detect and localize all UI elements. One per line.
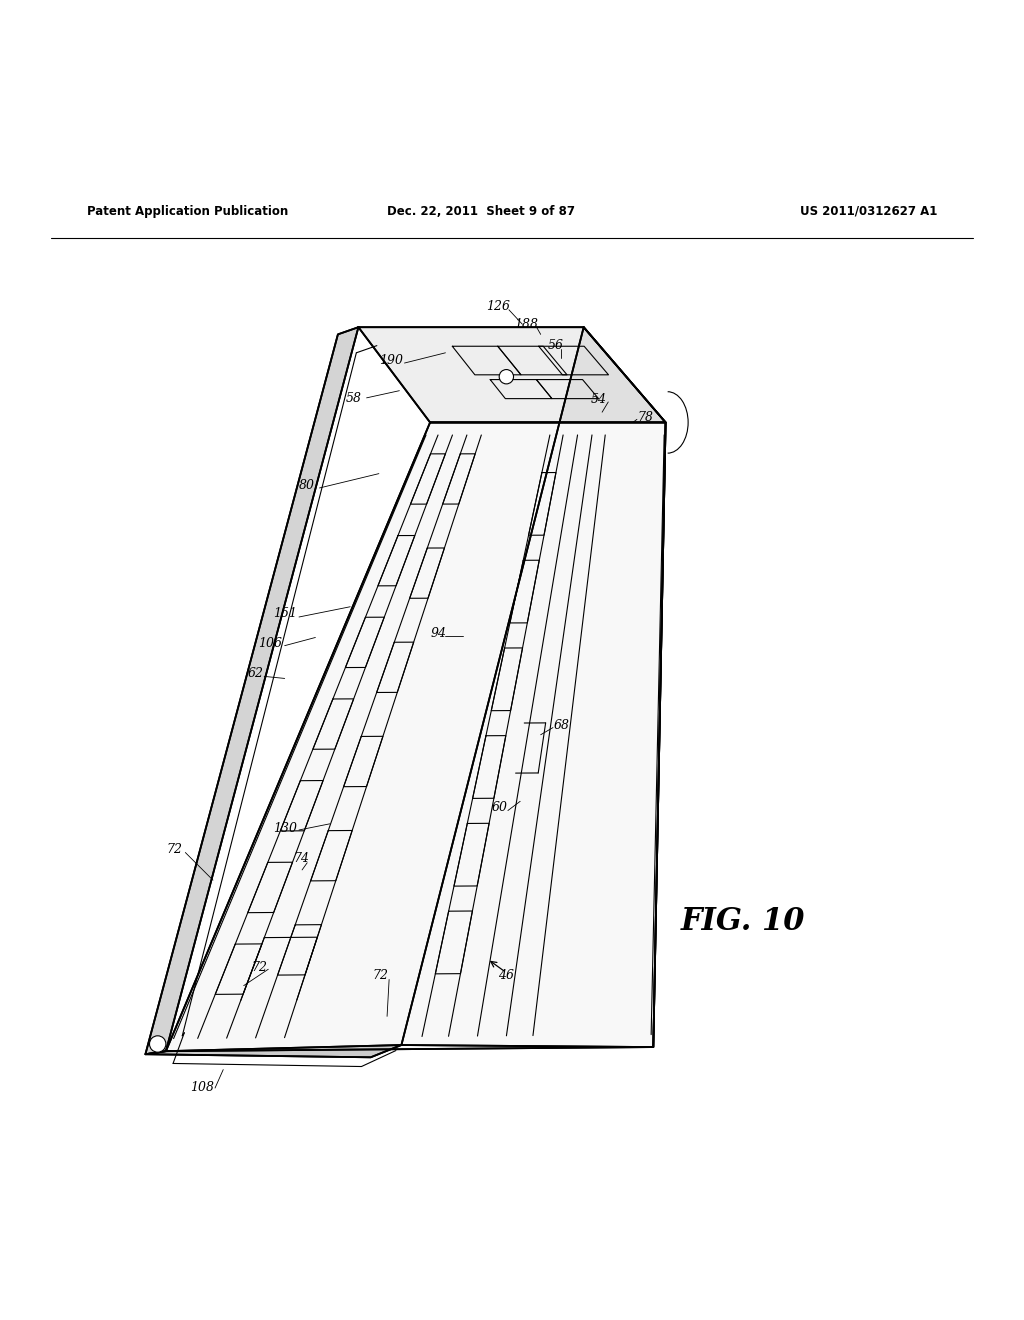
Text: 78: 78 — [637, 411, 653, 424]
Text: 188: 188 — [514, 318, 539, 330]
Text: 72: 72 — [251, 961, 267, 974]
Text: 74: 74 — [293, 853, 309, 865]
Text: 60: 60 — [492, 801, 508, 814]
Text: 126: 126 — [485, 300, 510, 313]
Text: 58: 58 — [345, 392, 361, 405]
Text: 106: 106 — [258, 638, 283, 651]
Text: 72: 72 — [166, 843, 182, 855]
Text: Patent Application Publication: Patent Application Publication — [87, 205, 289, 218]
Circle shape — [499, 370, 513, 384]
Text: 72: 72 — [373, 969, 389, 982]
Text: 54: 54 — [591, 393, 607, 407]
Polygon shape — [145, 1045, 401, 1057]
Text: 46: 46 — [498, 969, 514, 982]
Text: US 2011/0312627 A1: US 2011/0312627 A1 — [800, 205, 937, 218]
Polygon shape — [145, 327, 358, 1055]
Text: 151: 151 — [272, 607, 297, 620]
Text: 62: 62 — [248, 667, 264, 680]
Text: Dec. 22, 2011  Sheet 9 of 87: Dec. 22, 2011 Sheet 9 of 87 — [387, 205, 575, 218]
Text: FIG. 10: FIG. 10 — [681, 906, 806, 937]
Text: 80: 80 — [299, 479, 315, 492]
Text: 68: 68 — [553, 719, 569, 733]
Polygon shape — [401, 327, 666, 1047]
Polygon shape — [166, 422, 666, 1051]
Text: 130: 130 — [272, 822, 297, 836]
Text: 108: 108 — [189, 1081, 214, 1093]
Text: 56: 56 — [548, 339, 564, 352]
Circle shape — [150, 1036, 166, 1052]
Text: 94: 94 — [430, 627, 446, 640]
Polygon shape — [358, 327, 666, 422]
Text: 190: 190 — [379, 355, 403, 367]
